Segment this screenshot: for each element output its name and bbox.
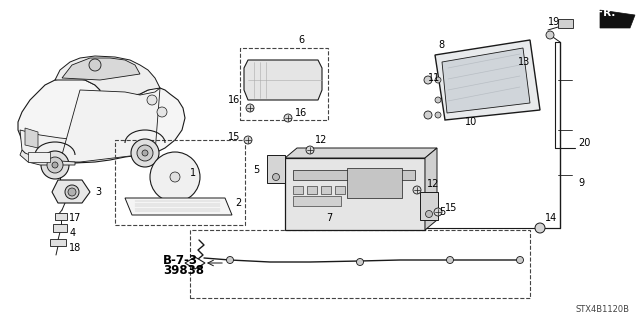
Text: 6: 6 — [298, 35, 304, 45]
Circle shape — [65, 185, 79, 199]
Circle shape — [413, 186, 421, 194]
Text: FR.: FR. — [596, 8, 616, 18]
Polygon shape — [600, 10, 635, 28]
Text: 13: 13 — [518, 57, 531, 67]
Circle shape — [41, 151, 69, 179]
Bar — [28, 152, 50, 162]
Bar — [285, 158, 425, 230]
Polygon shape — [435, 40, 540, 120]
Polygon shape — [62, 58, 140, 80]
Polygon shape — [60, 88, 160, 162]
Circle shape — [284, 114, 292, 122]
Bar — [115, 140, 245, 225]
Bar — [293, 170, 415, 180]
Bar — [335, 186, 345, 194]
Text: 3: 3 — [95, 187, 101, 197]
Text: 10: 10 — [465, 117, 477, 127]
Circle shape — [142, 150, 148, 156]
Circle shape — [246, 104, 254, 112]
Circle shape — [434, 208, 442, 216]
Text: 8: 8 — [438, 40, 444, 50]
Text: 20: 20 — [578, 138, 590, 148]
Circle shape — [147, 95, 157, 105]
Text: 5: 5 — [253, 165, 259, 175]
Polygon shape — [25, 128, 38, 148]
Circle shape — [68, 188, 76, 196]
Text: 16: 16 — [228, 95, 240, 105]
Bar — [558, 19, 573, 28]
Text: 12: 12 — [427, 179, 440, 189]
Circle shape — [273, 174, 280, 181]
Text: 12: 12 — [315, 135, 328, 145]
Circle shape — [170, 172, 180, 182]
Circle shape — [435, 97, 441, 103]
Polygon shape — [52, 180, 90, 203]
Circle shape — [89, 59, 101, 71]
Circle shape — [426, 211, 433, 218]
Circle shape — [150, 152, 200, 202]
Text: 1: 1 — [190, 168, 196, 178]
Text: 7: 7 — [326, 213, 332, 223]
Text: 2: 2 — [235, 198, 241, 208]
Circle shape — [424, 76, 432, 84]
Circle shape — [424, 111, 432, 119]
Circle shape — [516, 256, 524, 263]
Text: 15: 15 — [228, 132, 241, 142]
Polygon shape — [442, 48, 530, 113]
Bar — [53, 224, 67, 232]
Text: 5: 5 — [439, 207, 445, 217]
Text: 4: 4 — [70, 228, 76, 238]
Bar — [240, 48, 328, 120]
Circle shape — [244, 136, 252, 144]
Circle shape — [47, 157, 63, 173]
Polygon shape — [20, 130, 80, 162]
Polygon shape — [185, 257, 205, 269]
Bar — [293, 196, 341, 206]
Bar — [190, 230, 530, 298]
Text: 16: 16 — [295, 108, 307, 118]
Text: 19: 19 — [548, 17, 560, 27]
Circle shape — [535, 223, 545, 233]
Text: 17: 17 — [69, 213, 81, 223]
Polygon shape — [425, 148, 437, 230]
Polygon shape — [125, 198, 232, 215]
Bar — [321, 186, 331, 194]
Circle shape — [435, 77, 441, 83]
Text: 15: 15 — [445, 203, 458, 213]
Bar — [293, 186, 303, 194]
Text: 18: 18 — [69, 243, 81, 253]
Circle shape — [306, 146, 314, 154]
Polygon shape — [55, 56, 160, 100]
Circle shape — [546, 31, 554, 39]
Text: STX4B1120B: STX4B1120B — [576, 305, 630, 314]
Text: 11: 11 — [428, 73, 440, 83]
Circle shape — [447, 256, 454, 263]
Bar — [420, 192, 438, 220]
Circle shape — [137, 145, 153, 161]
Circle shape — [131, 139, 159, 167]
Bar — [55, 213, 67, 220]
Polygon shape — [285, 148, 437, 158]
Circle shape — [435, 112, 441, 118]
Bar — [50, 239, 66, 246]
Polygon shape — [18, 78, 185, 163]
Polygon shape — [244, 60, 322, 100]
Circle shape — [52, 162, 58, 168]
Bar — [267, 155, 285, 183]
Text: B-7-3: B-7-3 — [163, 254, 198, 266]
Bar — [347, 168, 402, 198]
Bar — [307, 186, 317, 194]
Circle shape — [157, 107, 167, 117]
Text: 39838: 39838 — [163, 264, 204, 278]
Polygon shape — [20, 150, 75, 165]
Circle shape — [227, 256, 234, 263]
Text: 9: 9 — [578, 178, 584, 188]
Circle shape — [356, 258, 364, 265]
Text: 14: 14 — [545, 213, 557, 223]
